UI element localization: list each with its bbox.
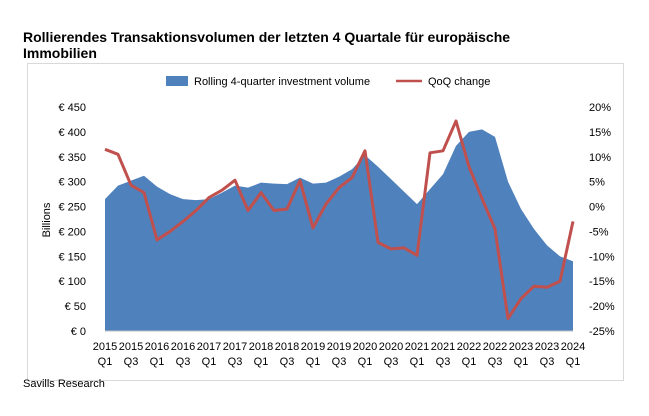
left-tick-label: € 50 <box>65 301 86 313</box>
left-tick-label: € 150 <box>58 251 86 263</box>
x-tick-year: 2020 <box>379 341 403 353</box>
right-tick-label: -25% <box>589 326 615 338</box>
right-tick-label: 15% <box>589 127 611 139</box>
left-tick-label: € 0 <box>71 326 86 338</box>
x-tick-year: 2021 <box>405 341 429 353</box>
area-series <box>105 129 573 331</box>
x-tick-quarter: Q1 <box>462 356 477 368</box>
x-tick-quarter: Q3 <box>176 356 191 368</box>
left-axis: € 0 € 50 € 100 € 150 € 200 € 250 € 300 € 350 € 4… <box>58 102 86 338</box>
right-tick-label: 20% <box>589 102 611 114</box>
x-tick-quarter: Q3 <box>384 356 399 368</box>
x-tick-year: 2017 <box>223 341 247 353</box>
x-tick-year: 2021 <box>431 341 455 353</box>
right-tick-label: -20% <box>589 301 615 313</box>
x-tick-year: 2022 <box>457 341 481 353</box>
x-tick-quarter: Q3 <box>436 356 451 368</box>
x-tick-quarter: Q3 <box>332 356 347 368</box>
chart-frame <box>27 63 624 381</box>
left-tick-label: € 100 <box>58 276 86 288</box>
legend-line-label: QoQ change <box>428 76 490 88</box>
x-tick-quarter: Q1 <box>98 356 113 368</box>
right-tick-label: 10% <box>589 152 611 164</box>
chart-title: Rollierendes Transaktionsvolumen der let… <box>23 29 511 61</box>
qoq-line <box>104 119 575 321</box>
x-tick-quarter: Q1 <box>254 356 269 368</box>
left-tick-label: € 200 <box>58 226 86 238</box>
line-series <box>104 119 575 321</box>
x-tick-quarter: Q1 <box>566 356 581 368</box>
x-tick-year: 2016 <box>145 341 169 353</box>
x-tick-quarter: Q1 <box>410 356 425 368</box>
x-tick-year: 2024 <box>561 341 585 353</box>
x-tick-quarter: Q1 <box>150 356 165 368</box>
x-tick-year: 2018 <box>275 341 299 353</box>
legend: Rolling 4-quarter investment volume QoQ … <box>166 76 490 88</box>
right-tick-label: -5% <box>589 226 609 238</box>
x-tick-quarter: Q1 <box>202 356 217 368</box>
x-tick-quarter: Q3 <box>124 356 139 368</box>
x-tick-quarter: Q3 <box>228 356 243 368</box>
x-tick-year: 2016 <box>171 341 195 353</box>
x-tick-quarter: Q1 <box>306 356 321 368</box>
x-tick-year: 2015 <box>119 341 143 353</box>
x-tick-year: 2023 <box>535 341 559 353</box>
x-tick-year: 2022 <box>483 341 507 353</box>
right-tick-label: -10% <box>589 251 615 263</box>
x-tick-quarter: Q1 <box>514 356 529 368</box>
left-tick-label: € 450 <box>58 102 86 114</box>
x-tick-year: 2019 <box>327 341 351 353</box>
x-tick-year: 2015 <box>93 341 117 353</box>
legend-area-label: Rolling 4-quarter investment volume <box>194 76 370 88</box>
x-tick-year: 2023 <box>509 341 533 353</box>
x-tick-year: 2017 <box>197 341 221 353</box>
left-tick-label: € 400 <box>58 127 86 139</box>
legend-area-swatch <box>166 76 188 86</box>
x-tick-year: 2018 <box>249 341 273 353</box>
x-tick-quarter: Q3 <box>540 356 555 368</box>
y-axis-label: Billions <box>41 202 53 237</box>
right-axis: -25% -20% -15% -10% -5% 0% 5% 10% 15% 20% <box>589 102 615 338</box>
right-tick-label: -15% <box>589 276 615 288</box>
right-tick-label: 0% <box>589 202 605 214</box>
left-tick-label: € 250 <box>58 202 86 214</box>
x-tick-quarter: Q1 <box>358 356 373 368</box>
x-tick-year: 2020 <box>353 341 377 353</box>
x-tick-quarter: Q3 <box>280 356 295 368</box>
left-tick-label: € 300 <box>58 177 86 189</box>
left-tick-label: € 350 <box>58 152 86 164</box>
x-tick-quarter: Q3 <box>488 356 503 368</box>
volume-area <box>105 129 573 331</box>
right-tick-label: 5% <box>589 177 605 189</box>
x-tick-year: 2019 <box>301 341 325 353</box>
x-axis: 2015 Q1 2015 Q3 2016 Q1 2016 Q3 2017 Q1 2017 Q3 2018… <box>93 330 585 368</box>
source-note: Savills Research <box>23 378 105 390</box>
